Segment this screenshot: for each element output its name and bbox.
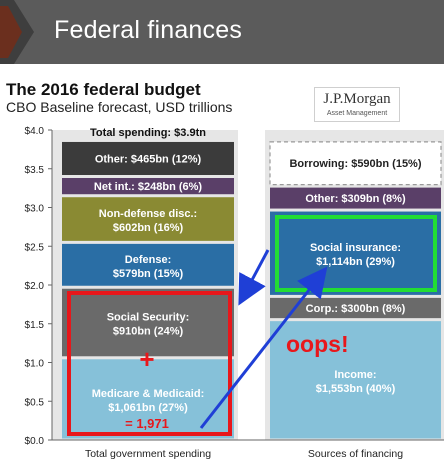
- bar-segment: [270, 187, 441, 209]
- y-tick-label: $4.0: [25, 126, 45, 137]
- header-title: Federal finances: [54, 16, 243, 44]
- chart-subtitle: CBO Baseline forecast, USD trillions: [6, 99, 233, 115]
- chart-title: The 2016 federal budget: [6, 80, 201, 99]
- segment-label: Social insurance:: [310, 242, 401, 254]
- y-tick-label: $3.0: [25, 204, 45, 215]
- y-tick-label: $3.5: [25, 165, 45, 176]
- segment-label: Social Security:: [107, 312, 190, 324]
- y-tick-label: $1.0: [25, 359, 45, 370]
- segment-label: Other: $309bn (8%): [305, 193, 406, 205]
- sum-annotation: = 1,971: [125, 416, 169, 431]
- x-category-label: Total government spending: [85, 448, 211, 460]
- bar-segment: [62, 178, 234, 195]
- bar-segment: [62, 243, 234, 286]
- header-bar: Federal finances: [0, 0, 444, 64]
- segment-label: Other: $465bn (12%): [95, 153, 202, 165]
- segment-label: Corp.: $300bn (8%): [306, 303, 406, 315]
- bar-segment: [62, 359, 234, 439]
- bar-segment: [62, 197, 234, 241]
- y-tick-label: $1.5: [25, 320, 45, 331]
- bar-segment: [269, 141, 442, 186]
- y-tick-label: $2.0: [25, 281, 45, 292]
- highlight-box-red: [67, 291, 232, 436]
- segment-label: Defense:: [125, 254, 171, 266]
- plus-annotation: +: [139, 344, 154, 374]
- jpmorgan-logo: J.P.Morgan Asset Management: [314, 87, 400, 122]
- logo-tagline: Asset Management: [326, 110, 388, 117]
- x-category-label: Sources of financing: [308, 448, 403, 460]
- highlight-box-green: [275, 215, 437, 292]
- y-tick-label: $0.5: [25, 397, 45, 408]
- bar-segment: [62, 141, 234, 175]
- y-tick-label: $0.0: [25, 436, 45, 447]
- segment-value-label: $1,114bn (29%): [316, 256, 395, 268]
- arrow-to-spending: [238, 249, 270, 306]
- segment-label: Borrowing: $590bn (15%): [289, 158, 421, 170]
- segment-value-label: $579bn (15%): [113, 268, 184, 280]
- bar-segment: [270, 321, 441, 439]
- arrow-to-social-insurance: [199, 266, 328, 429]
- segment-value-label: $1,553bn (40%): [316, 383, 396, 395]
- total-spending-label: Total spending: $3.9tn: [90, 127, 206, 139]
- bar-segment: [62, 288, 234, 357]
- segment-value-label: $910bn (24%): [113, 326, 184, 338]
- segment-label: Medicare & Medicaid:: [92, 388, 204, 400]
- logo-name: J.P.Morgan: [323, 91, 391, 107]
- segment-value-label: $1,061bn (27%): [108, 402, 188, 414]
- y-tick-label: $2.5: [25, 242, 45, 253]
- segment-value-label: $602bn (16%): [113, 222, 184, 234]
- segment-label: Non-defense disc.:: [99, 208, 197, 220]
- oops-annotation: oops!: [286, 331, 349, 357]
- chevron-icon: [0, 0, 34, 64]
- segment-label: Income:: [334, 369, 376, 381]
- bar-segment: [270, 297, 441, 319]
- segment-label: Net int.: $248bn (6%): [94, 181, 203, 193]
